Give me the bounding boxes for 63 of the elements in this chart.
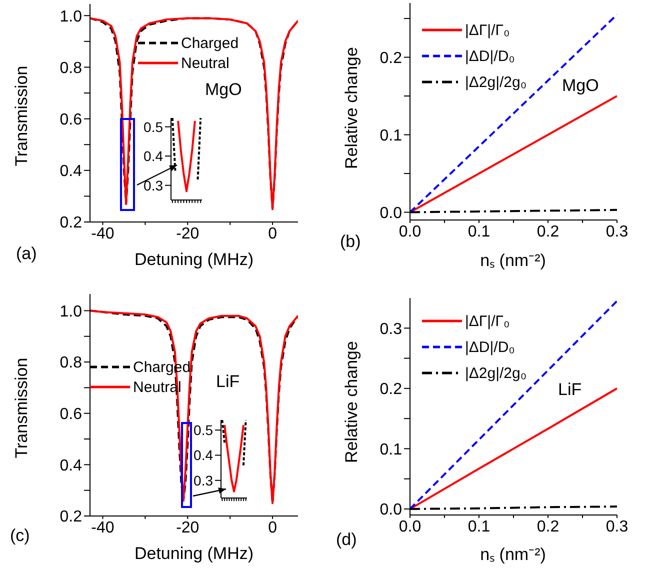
text: (a) (16, 244, 37, 264)
annotation: MgO (205, 80, 242, 100)
x-tick-label: 0.0 (398, 223, 422, 240)
y-tick-label: 1.0 (60, 8, 82, 26)
y-axis-title: Relative change (341, 46, 362, 171)
y-tick-label: 0.3 (144, 177, 164, 194)
line-series (410, 95, 617, 214)
y-tick-label: 0.0 (380, 502, 402, 519)
x-tick-label: 0.1 (468, 518, 490, 536)
legend-label: Neutral (181, 54, 230, 72)
y-tick-label: 1.0 (60, 303, 82, 320)
legend-label: |ΔΓ|/Γ₀ (465, 22, 510, 38)
x-tick-label: -20 (176, 225, 200, 242)
y-tick-label: 0.2 (380, 50, 402, 67)
y-tick-label: 0.6 (60, 406, 82, 424)
legend-label: |Δ2g|/2g₀ (465, 74, 527, 90)
x-axis-title: nₛ (nm⁻²) (479, 250, 547, 271)
legend-label: |Δ2g|/2g₀ (465, 364, 527, 382)
annotation: MgO (562, 76, 599, 96)
text: (d) (336, 530, 357, 550)
y-tick-label: 0.3 (380, 320, 402, 338)
x-axis-title: Detuning (MHz) (133, 544, 255, 564)
y-tick-label: 0.0 (380, 204, 402, 222)
x-tick-label: 0.3 (606, 518, 628, 536)
line-series (224, 424, 244, 492)
line-series (410, 300, 617, 510)
y-tick-label: 0.6 (60, 111, 82, 128)
y-axis-title: Relative change (341, 340, 362, 465)
text: (c) (10, 526, 30, 546)
y-tick-label: 0.8 (60, 60, 82, 77)
x-tick-label: 0.3 (606, 223, 628, 240)
legend-label: |ΔD|/D₀ (465, 48, 515, 64)
y-axis-title: Transmission (11, 64, 32, 168)
y-tick-label: 0.3 (194, 472, 214, 488)
x-tick-label: 0 (268, 225, 278, 242)
y-tick-label: 0.4 (194, 447, 214, 464)
line-series (177, 120, 196, 192)
y-tick-label: 0.1 (380, 127, 402, 144)
x-tick-label: 0.1 (468, 223, 490, 240)
x-tick-label: 0.2 (536, 518, 560, 536)
y-tick-label: 0.1 (380, 441, 402, 458)
x-tick-label: 0.2 (536, 223, 560, 240)
y-tick-label: 0.4 (60, 457, 82, 474)
x-tick-label: -20 (176, 519, 200, 536)
x-tick-label: 0 (268, 519, 278, 536)
x-tick-label: -40 (91, 519, 114, 536)
y-tick-label: 0.4 (144, 148, 164, 164)
x-axis-title: nₛ (nm⁻²) (479, 544, 547, 565)
annotation: LiF (558, 380, 582, 400)
y-tick-label: 0.2 (380, 381, 402, 398)
text: (b) (340, 232, 361, 252)
y-tick-label: 0.4 (60, 163, 82, 180)
x-tick-label: 0.0 (398, 518, 422, 536)
legend-label: |ΔD|/D₀ (465, 338, 515, 356)
legend-label: Charged (181, 34, 239, 52)
annotation: LiF (216, 372, 240, 392)
legend-label: |ΔΓ|/Γ₀ (465, 312, 510, 330)
y-tick-label: 0.8 (60, 354, 82, 372)
x-tick-label: -40 (91, 225, 114, 242)
y-axis-title: Transmission (11, 356, 32, 460)
x-axis-title: Detuning (MHz) (133, 250, 255, 270)
y-tick-label: 0.5 (144, 118, 164, 135)
y-tick-label: 0.5 (194, 422, 214, 438)
